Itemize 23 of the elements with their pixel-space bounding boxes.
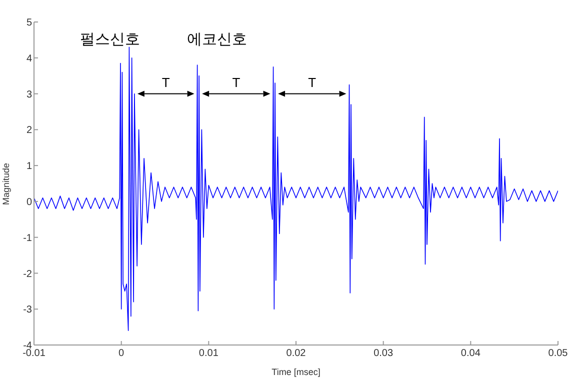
- annotation: T: [162, 74, 170, 90]
- y-axis-title: Magnitude: [1, 162, 11, 205]
- y-tick-label: 0: [26, 196, 32, 208]
- x-tick-label: 0: [118, 348, 125, 360]
- annotation: 에코신호: [187, 30, 247, 49]
- x-tick-label: 0.05: [548, 348, 568, 360]
- annotation: T: [232, 74, 240, 90]
- y-tick-label: -2: [23, 268, 32, 280]
- line-series: [34, 46, 558, 332]
- annotation: 펄스신호: [80, 30, 140, 49]
- x-tick-label: 0.04: [460, 348, 481, 360]
- y-tick-label: -1: [23, 232, 32, 244]
- x-tick-label: 0.02: [286, 348, 306, 360]
- y-tick-label: 5: [26, 18, 32, 29]
- annotation: T: [308, 74, 316, 90]
- x-tick-label: 0.01: [198, 348, 219, 360]
- y-tick-label: 1: [26, 161, 32, 172]
- y-tick-label: 2: [26, 125, 32, 136]
- y-tick-label: -3: [23, 304, 32, 316]
- y-tick-label: 4: [26, 53, 32, 64]
- y-tick-label: 3: [26, 89, 32, 100]
- x-axis-title: Time [msec]: [272, 367, 320, 377]
- x-tick-label: 0.03: [374, 348, 394, 360]
